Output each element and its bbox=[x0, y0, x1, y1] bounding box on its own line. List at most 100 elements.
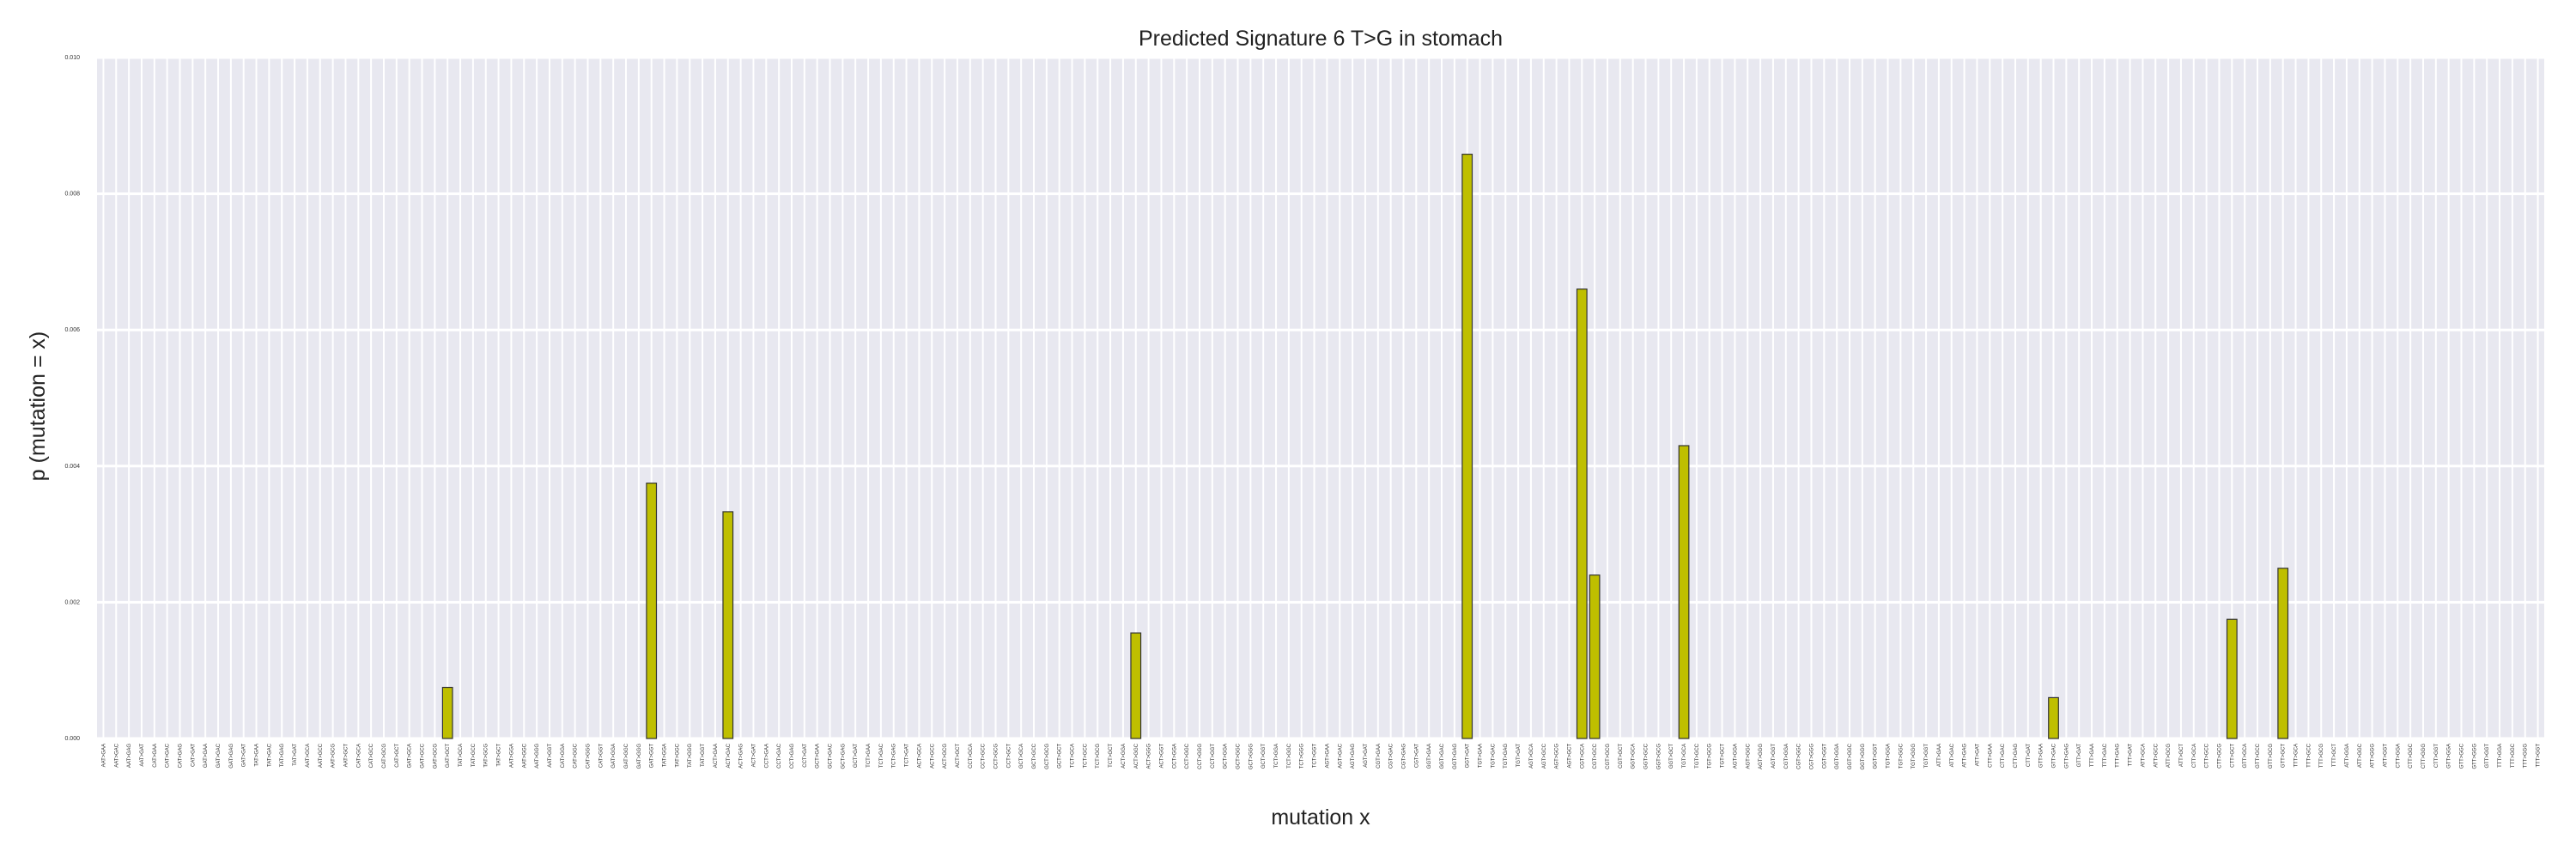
x-tick-label: TCT>GCC bbox=[1083, 743, 1088, 768]
x-tick-label: AAT>GCT bbox=[343, 744, 349, 768]
x-tick-label: TCT>GGA bbox=[1274, 744, 1279, 769]
x-tick-label: TCT>GGG bbox=[1300, 744, 1305, 769]
x-tick-label: ATT>GGG bbox=[2371, 744, 2376, 769]
bar bbox=[1678, 445, 1690, 739]
plot-area bbox=[97, 58, 2544, 738]
x-tick-label: CGT>GGA bbox=[1784, 744, 1789, 769]
x-tick-label: GAT>GAA bbox=[204, 744, 209, 768]
x-tick-label: TTT>GGA bbox=[2498, 744, 2503, 768]
x-tick-label: TCT>GGT bbox=[1313, 744, 1318, 769]
x-tick-label: CAT>GCA bbox=[356, 744, 361, 768]
x-tick-label: TCT>GCG bbox=[1096, 744, 1101, 769]
bar bbox=[2277, 568, 2289, 739]
x-tick-label: TCT>GCA bbox=[1071, 744, 1076, 768]
x-tick-label: AAT>GAG bbox=[127, 744, 132, 768]
x-tick-label: TTT>GGC bbox=[2511, 743, 2516, 768]
x-tick-label: TCT>GAA bbox=[866, 744, 872, 768]
x-tick-label: CTT>GGC bbox=[2409, 743, 2414, 769]
x-tick-label: GGT>GCC bbox=[1644, 743, 1649, 769]
x-tick-label: CCT>GCT bbox=[1006, 744, 1012, 769]
y-tick-label: 0.004 bbox=[64, 464, 80, 470]
x-tick-label: TAT>GCC bbox=[471, 743, 477, 767]
x-tick-label: ATT>GGT bbox=[2383, 744, 2388, 768]
x-tick-label: CGT>GCA bbox=[1580, 744, 1585, 769]
x-tick-label: AGT>GAG bbox=[1351, 744, 1356, 769]
x-tick-label: GGT>GGT bbox=[1874, 744, 1879, 769]
x-tick-label: GTT>GGT bbox=[2485, 744, 2490, 769]
x-tick-label: CCT>GCA bbox=[969, 744, 974, 769]
x-axis-label: mutation x bbox=[1271, 805, 1370, 830]
x-tick-label: CTT>GGT bbox=[2434, 744, 2439, 769]
x-tick-label: CAT>GGA bbox=[561, 744, 566, 768]
bar bbox=[2048, 696, 2059, 739]
x-tick-label: ACT>GGA bbox=[1121, 744, 1127, 769]
x-tick-label: TGT>GGT bbox=[1924, 744, 1929, 769]
x-tick-label: AAT>GGT bbox=[548, 744, 553, 768]
x-tick-label: CCT>GGG bbox=[1198, 744, 1203, 769]
x-tick-label: TCT>GCT bbox=[1109, 744, 1114, 768]
x-tick-label: CGT>GAG bbox=[1401, 744, 1406, 769]
x-tick-label: GGT>GAT bbox=[1466, 744, 1471, 769]
x-tick-label: TAT>GGA bbox=[663, 744, 668, 767]
y-axis-ticks: 0.000 0.002 0.004 0.006 0.008 0.010 bbox=[64, 55, 80, 742]
x-tick-label: GAT>GGG bbox=[637, 744, 642, 769]
x-tick-label: TGT>GAC bbox=[1491, 743, 1496, 768]
x-tick-label: AAT>GCA bbox=[306, 744, 311, 768]
x-tick-label: GGT>GAA bbox=[1427, 744, 1432, 769]
x-tick-label: GCT>GCC bbox=[1032, 743, 1037, 769]
x-tick-label: ACT>GGG bbox=[1147, 744, 1152, 769]
x-tick-label: TGT>GCA bbox=[1682, 744, 1687, 769]
x-tick-label: CGT>GGG bbox=[1809, 744, 1814, 770]
x-tick-label: TCT>GAG bbox=[892, 744, 897, 769]
x-tick-label: TAT>GAT bbox=[293, 744, 298, 766]
x-tick-label: AGT>GAC bbox=[1338, 743, 1343, 769]
x-tick-label: GAT>GAT bbox=[242, 744, 247, 768]
x-tick-label: TAT>GGG bbox=[688, 744, 693, 768]
x-tick-label: CCT>GCG bbox=[993, 744, 999, 769]
x-tick-label: GGT>GAG bbox=[1453, 744, 1458, 769]
x-tick-label: ATT>GAT bbox=[1975, 744, 1980, 767]
x-tick-label: CGT>GCT bbox=[1619, 744, 1624, 769]
x-tick-label: CAT>GCT bbox=[395, 744, 400, 768]
x-tick-label: CTT>GGA bbox=[2396, 744, 2401, 769]
x-tick-label: ACT>GCC bbox=[930, 743, 935, 769]
x-tick-label: TGT>GGA bbox=[1886, 744, 1892, 769]
x-tick-label: TAT>GCG bbox=[484, 744, 489, 768]
bar bbox=[1461, 154, 1473, 739]
x-tick-label: GCT>GGT bbox=[1261, 744, 1267, 769]
x-axis-ticks: AAT>GAA AAT>GAC AAT>GAG AAT>GAT CAT>GAA CAT>G… bbox=[101, 743, 2541, 769]
x-tick-label: GTT>GGC bbox=[2460, 743, 2465, 769]
x-tick-label: TTT>GCA bbox=[2294, 744, 2300, 768]
x-tick-label: TAT>GAG bbox=[280, 744, 285, 768]
x-tick-label: GTT>GAT bbox=[2077, 744, 2082, 768]
x-tick-label: CGT>GAC bbox=[1389, 743, 1394, 769]
x-tick-label: TTT>GAG bbox=[2116, 744, 2121, 768]
x-tick-label: GTT>GGA bbox=[2447, 744, 2452, 769]
x-tick-label: GTT>GGG bbox=[2472, 744, 2477, 769]
x-tick-label: ATT>GAA bbox=[1937, 744, 1942, 767]
x-tick-label: TGT>GGC bbox=[1899, 743, 1904, 769]
x-tick-label: CCT>GGC bbox=[1185, 743, 1190, 769]
y-tick-label: 0.006 bbox=[64, 327, 80, 333]
y-axis-label: p (mutation = x) bbox=[26, 331, 50, 481]
x-tick-label: GGT>GCA bbox=[1631, 744, 1637, 769]
x-tick-label: AGT>GGG bbox=[1759, 744, 1764, 769]
x-tick-label: TAT>GAC bbox=[267, 743, 272, 767]
x-tick-label: GAT>GCC bbox=[421, 743, 426, 768]
x-tick-label: GTT>GCT bbox=[2281, 744, 2287, 769]
x-tick-label: GCT>GCA bbox=[1019, 744, 1024, 769]
x-tick-label: CGT>GGT bbox=[1822, 744, 1827, 769]
x-tick-label: TGT>GAA bbox=[1479, 744, 1484, 768]
x-tick-label: GTT>GAA bbox=[2039, 744, 2044, 768]
grid-lines bbox=[97, 56, 2544, 740]
x-tick-label: GCT>GAA bbox=[816, 744, 821, 769]
x-tick-label: AAT>GGC bbox=[522, 743, 527, 768]
x-tick-label: GAT>GAC bbox=[216, 743, 222, 768]
x-tick-label: GTT>GCC bbox=[2256, 743, 2261, 769]
x-tick-label: CTT>GGG bbox=[2421, 744, 2427, 769]
x-tick-label: CCT>GGT bbox=[1211, 744, 1216, 769]
x-tick-label: TAT>GAA bbox=[255, 744, 260, 767]
x-tick-label: TGT>GCT bbox=[1721, 744, 1726, 769]
